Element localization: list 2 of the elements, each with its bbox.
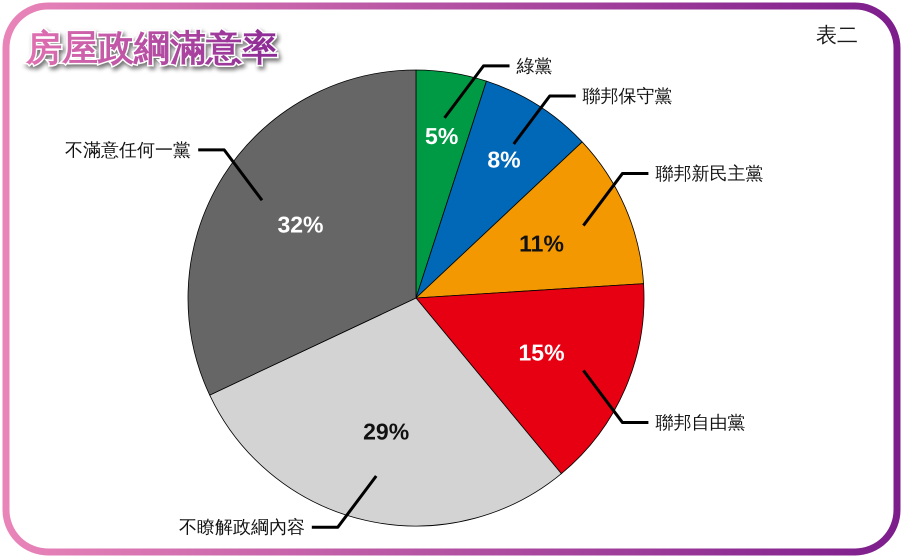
annotation: 表二 xyxy=(816,24,858,47)
title: 房屋政綱滿意率 xyxy=(26,27,278,68)
